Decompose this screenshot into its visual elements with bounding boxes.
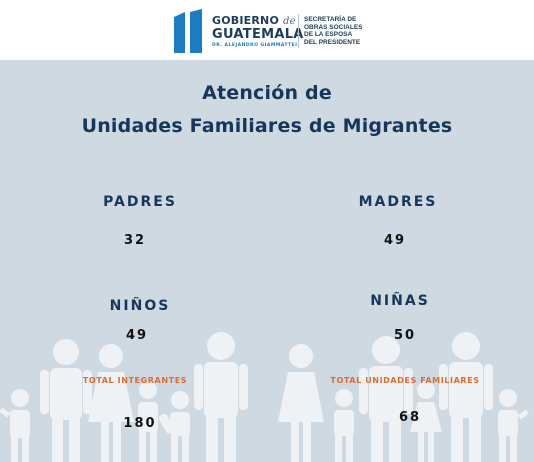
- family-silhouettes-illustration: [0, 332, 529, 462]
- logo-line-guatemala: GUATEMALA: [212, 27, 304, 42]
- ninas-value: 50: [393, 328, 417, 343]
- logo-line-president: DR. ALEJANDRO GIAMMATTEI: [212, 43, 298, 48]
- logo-line-gobierno: GOBIERNO: [212, 14, 279, 27]
- title-line-1: Atención de: [202, 82, 332, 104]
- padres-value: 32: [123, 233, 147, 248]
- padres-label: PADRES: [103, 194, 177, 210]
- ninos-label: NIÑOS: [109, 298, 171, 314]
- ninos-value: 49: [125, 328, 149, 343]
- title-line-2: Unidades Familiares de Migrantes: [81, 115, 453, 137]
- madres-label: MADRES: [358, 194, 438, 210]
- header: GOBIERNO de GUATEMALA DR. ALEJANDRO GIAM…: [0, 0, 534, 60]
- logo-de: de: [283, 16, 296, 27]
- government-logo-icon: [174, 9, 202, 53]
- secretaria-line: DEL PRESIDENTE: [304, 38, 361, 46]
- government-logo-text: GOBIERNO de GUATEMALA DR. ALEJANDRO GIAM…: [212, 14, 304, 49]
- total-unidades-label: TOTAL UNIDADES FAMILIARES: [330, 376, 480, 385]
- madres-value: 49: [383, 233, 407, 248]
- secretaria-text: SECRETARÍA DE OBRAS SOCIALES DE LA ESPOS…: [304, 16, 363, 46]
- secretaria-line: OBRAS SOCIALES: [304, 23, 363, 31]
- total-integrantes-label: TOTAL INTEGRANTES: [82, 376, 188, 385]
- infographic-panel: Atención de Unidades Familiares de Migra…: [0, 60, 534, 462]
- total-unidades-value: 68: [398, 410, 422, 425]
- header-divider: [298, 14, 299, 48]
- secretaria-line: SECRETARÍA DE: [304, 16, 357, 23]
- secretaria-line: DE LA ESPOSA: [304, 31, 353, 38]
- total-integrantes-value: 180: [123, 416, 157, 431]
- ninas-label: NIÑAS: [370, 293, 430, 309]
